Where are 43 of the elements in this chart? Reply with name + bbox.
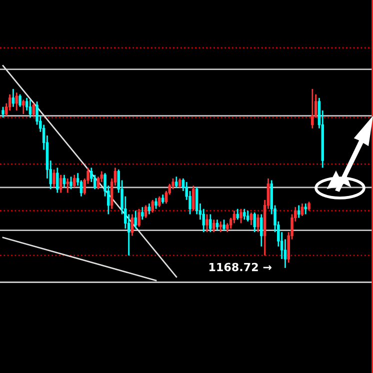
candlestick [260, 214, 263, 248]
candlestick [2, 106, 4, 118]
candlestick [134, 210, 137, 230]
candlestick [206, 214, 208, 233]
candlestick [141, 206, 144, 220]
candlestick [148, 202, 151, 215]
candlestick [96, 176, 100, 190]
candlestick [151, 199, 154, 214]
candlestick [56, 167, 59, 194]
candlestick [192, 184, 195, 212]
candlestick [212, 218, 216, 233]
candlestick [256, 214, 260, 233]
candlestick [12, 88, 15, 108]
candlestick [250, 212, 253, 226]
candlestick [22, 99, 25, 115]
candlestick [144, 204, 148, 219]
candlestick [59, 174, 62, 194]
candlestick [62, 174, 66, 188]
candlestick [158, 196, 161, 208]
candlestick [130, 214, 134, 236]
candlestick [219, 220, 222, 233]
candlestick [240, 208, 242, 224]
candlestick [138, 208, 140, 228]
candlestick [246, 210, 250, 222]
candlestick [15, 92, 18, 112]
candlestick [28, 99, 32, 118]
candlestick [18, 94, 22, 108]
candlestick [73, 174, 76, 188]
candlestick [52, 168, 56, 188]
candlestick [253, 212, 256, 233]
candlestick [243, 208, 246, 220]
candlestick [209, 214, 212, 233]
candlestick [222, 218, 226, 232]
candlestick [311, 88, 314, 130]
candlestick [236, 208, 239, 220]
candlestick [66, 178, 69, 194]
candlestick [32, 102, 35, 116]
candlestick [304, 202, 307, 215]
candlestick [300, 202, 304, 217]
candlestick [175, 176, 178, 188]
annotation: 1168.72 → [209, 262, 272, 272]
candlestick [154, 197, 158, 210]
candlestick [70, 176, 72, 190]
